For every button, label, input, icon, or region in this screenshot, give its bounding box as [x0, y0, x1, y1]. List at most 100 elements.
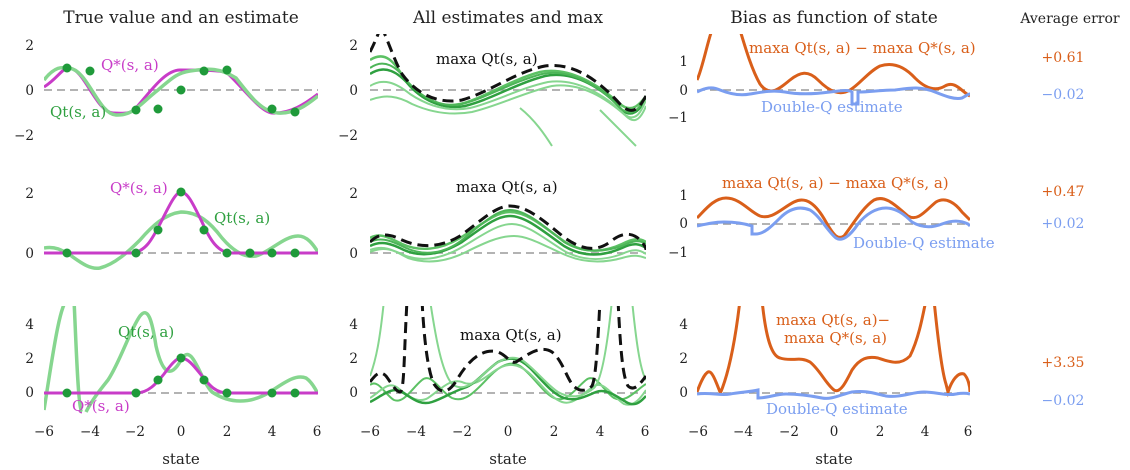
x-tick-labels-col1: −6 −4 −2 0 2 4 6	[34, 424, 321, 440]
sample-point	[153, 375, 163, 385]
y-tick-label: 0	[679, 216, 688, 232]
max-curve	[370, 34, 646, 112]
sample-point	[153, 104, 163, 114]
y-tick-label: 4	[679, 317, 688, 333]
column-title-1: True value and an estimate	[63, 8, 299, 28]
x-axis-label-col3: state	[815, 450, 853, 468]
sample-point	[290, 248, 300, 258]
x-tick-labels-col2: −6 −4 −2 0 2 4 6	[360, 424, 649, 440]
estimate-curve	[370, 214, 646, 256]
panel-r1-c3: 1 0 −1 maxa Qt(s, a) − maxa Q*(s, a) Dou…	[668, 34, 976, 126]
x-tick-label: 6	[964, 424, 973, 440]
sample-point	[267, 388, 277, 398]
x-tick-label: −2	[452, 424, 472, 440]
y-tick-label: 4	[25, 317, 34, 333]
y-tick-label: 0	[679, 385, 688, 401]
sample-points	[62, 63, 300, 117]
sample-point	[290, 107, 300, 117]
x-tick-label: 4	[268, 424, 277, 440]
y-tick-label: −2	[14, 128, 34, 144]
double-q-curve	[697, 206, 970, 241]
sample-point	[222, 65, 232, 75]
x-tick-label: −4	[80, 424, 100, 440]
sample-point	[267, 248, 277, 258]
estimate-curve	[370, 306, 646, 398]
estimate-curve	[370, 234, 646, 263]
sample-point	[176, 353, 186, 363]
y-tick-label: 0	[25, 246, 34, 262]
x-axis-label-col2: state	[489, 450, 527, 468]
y-tick-labels: 2 0 −2	[14, 38, 34, 144]
bias-label: maxa Qt(s, a) − maxa Q*(s, a)	[749, 39, 976, 57]
sample-point	[199, 225, 209, 235]
max-label: maxa Qt(s, a)	[456, 178, 558, 196]
x-tick-label: −2	[779, 424, 799, 440]
x-tick-labels-col3: −6 −4 −2 0 2 4 6	[688, 424, 972, 440]
panel-r3-c2: 4 2 0 maxa Qt(s, a)	[349, 306, 646, 406]
y-tick-label: −2	[338, 128, 358, 144]
estimate-curve	[370, 84, 646, 122]
bias-label: maxa Qt(s, a) − maxa Q*(s, a)	[722, 174, 949, 192]
sample-point	[199, 375, 209, 385]
panel-r2-c3: 1 0 −1 maxa Qt(s, a) − maxa Q*(s, a) Dou…	[668, 174, 995, 261]
x-tick-label: 4	[596, 424, 605, 440]
sample-point	[131, 105, 141, 115]
sample-point	[131, 248, 141, 258]
estimate-curve	[370, 210, 646, 252]
y-tick-labels: 2 0	[349, 186, 358, 262]
sample-point	[85, 66, 95, 76]
bias-label-line1: maxa Qt(s, a)−	[776, 311, 890, 329]
estimate-label: Qt(s, a)	[50, 103, 106, 121]
x-tick-label: −4	[406, 424, 426, 440]
estimate-label: Qt(s, a)	[214, 209, 270, 227]
estimate-curve	[370, 62, 646, 114]
y-tick-labels: 2 0 −2	[338, 38, 358, 144]
bias-curve	[697, 196, 970, 239]
x-tick-label: 0	[177, 424, 186, 440]
max-curve	[370, 204, 646, 251]
y-tick-labels: 4 2 0	[25, 317, 34, 401]
y-tick-labels: 2 0	[25, 186, 34, 262]
x-tick-label: −4	[733, 424, 753, 440]
x-tick-label: 6	[313, 424, 322, 440]
estimate-curve	[370, 362, 646, 402]
sample-point	[222, 248, 232, 258]
column-title-3: Bias as function of state	[730, 8, 938, 28]
estimate-curve	[370, 357, 646, 406]
y-tick-label: 0	[349, 83, 358, 99]
sample-point	[176, 85, 186, 95]
panel-r3-c3: 4 2 0 maxa Qt(s, a)− maxa Q*(s, a) Doubl…	[679, 306, 970, 418]
y-tick-label: −1	[668, 245, 688, 261]
column-title-2: All estimates and max	[412, 8, 604, 28]
x-tick-label: −6	[688, 424, 708, 440]
average-error-bias: +0.47	[1042, 184, 1085, 200]
bias-curve	[697, 306, 970, 398]
sample-point	[222, 388, 232, 398]
sample-points	[62, 187, 300, 258]
x-tick-label: −6	[34, 424, 54, 440]
sample-point	[131, 388, 141, 398]
double-q-label: Double-Q estimate	[853, 234, 995, 252]
estimate-curve	[44, 210, 318, 271]
sample-point	[267, 104, 277, 114]
x-tick-label: 6	[641, 424, 650, 440]
true-value-label: Q*(s, a)	[101, 56, 159, 74]
average-error-double-q: −0.02	[1042, 87, 1085, 103]
estimate-curve	[519, 107, 553, 147]
estimate-curves	[370, 55, 646, 147]
x-tick-label: −2	[125, 424, 145, 440]
sample-point	[62, 248, 72, 258]
estimate-curve	[370, 208, 646, 254]
x-tick-label: 0	[830, 424, 839, 440]
sample-point	[62, 63, 72, 73]
y-tick-labels: 1 0 −1	[668, 54, 688, 126]
y-tick-label: 2	[349, 351, 358, 367]
panel-r1-c2: 2 0 −2 maxa Qt(s, a)	[338, 34, 646, 147]
estimate-label: Qt(s, a)	[118, 323, 174, 341]
true-value-label: Q*(s, a)	[110, 179, 168, 197]
y-tick-label: 2	[25, 38, 34, 54]
x-tick-label: 2	[876, 424, 885, 440]
y-tick-labels: 1 0 −1	[668, 188, 688, 261]
estimate-curves	[370, 208, 646, 263]
